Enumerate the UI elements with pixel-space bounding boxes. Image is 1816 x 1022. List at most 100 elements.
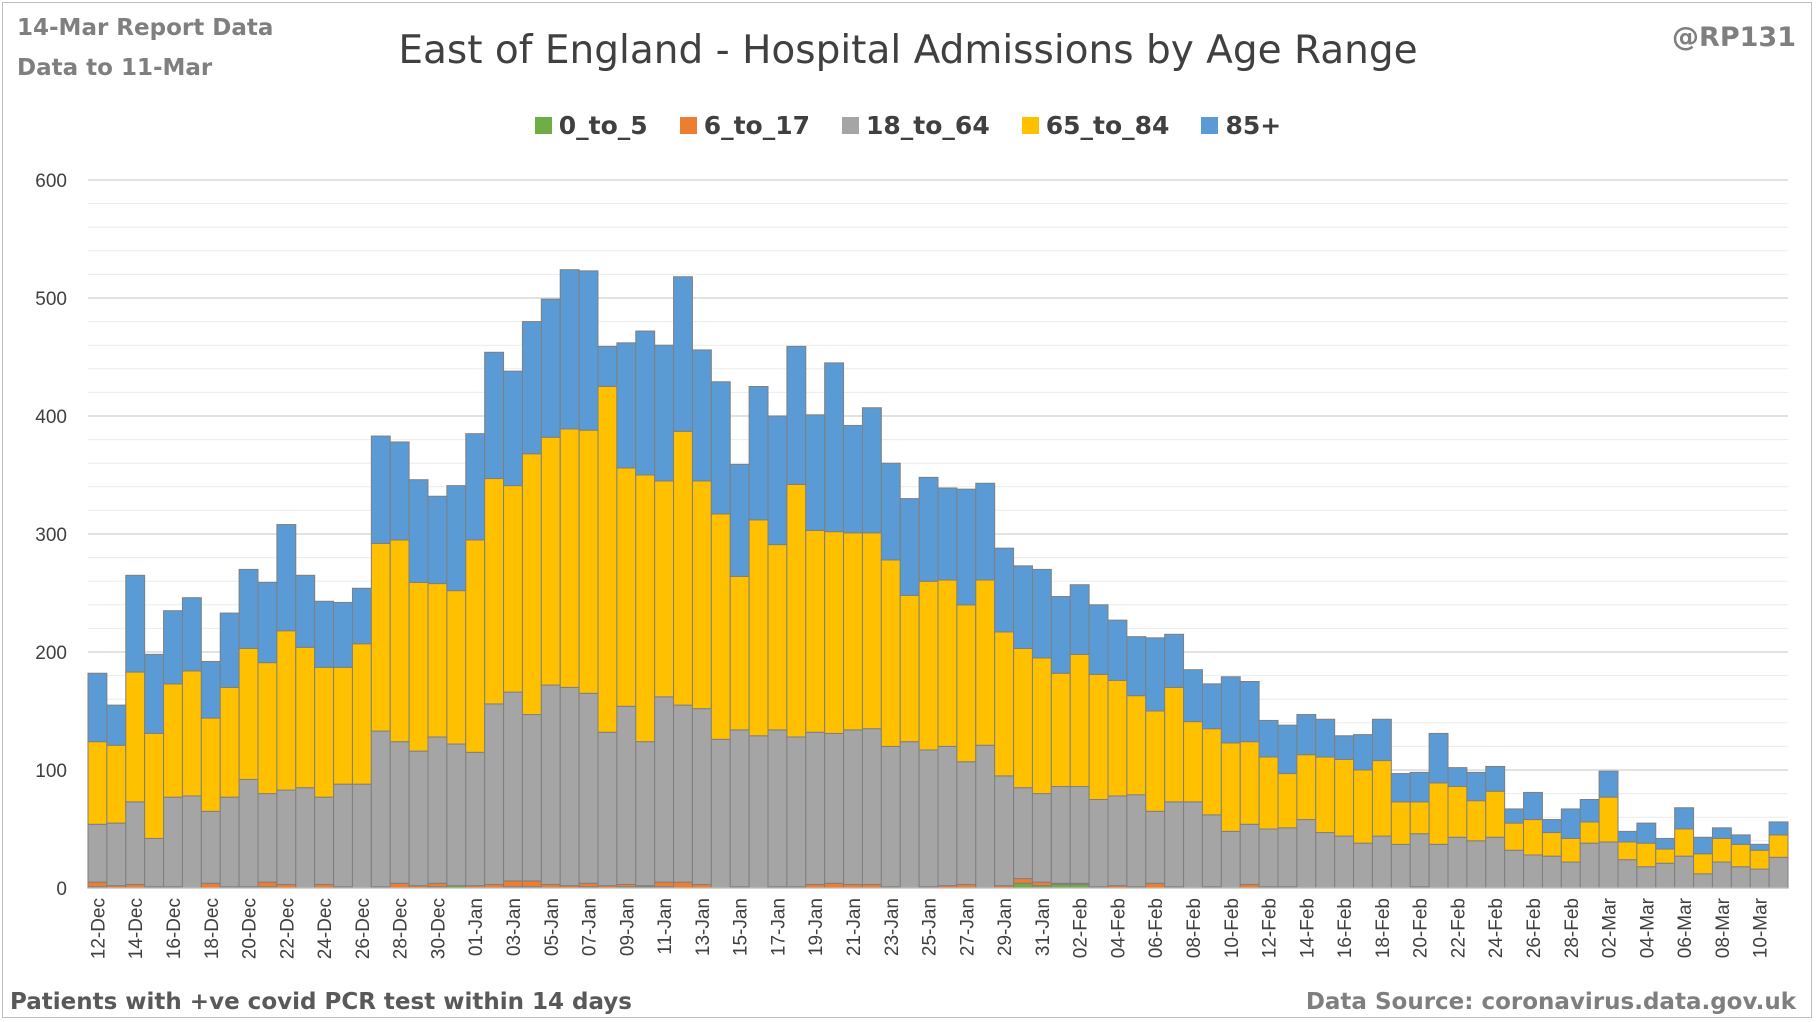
x-tick-label: 25-Jan xyxy=(920,898,941,956)
bar-segment-6_to_17 xyxy=(673,881,693,889)
bar-segment-18_to_64 xyxy=(1069,786,1090,884)
bar-segment-85+ xyxy=(1523,791,1543,821)
author-handle: @RP131 xyxy=(1672,22,1796,53)
x-tick-label: 28-Dec xyxy=(391,898,412,959)
bar-segment-65_to_84 xyxy=(1069,653,1090,788)
bar-segment-65_to_84 xyxy=(1711,837,1732,863)
bar-segment-18_to_64 xyxy=(1674,855,1695,889)
bar-segment-65_to_84 xyxy=(748,519,769,737)
bar-segment-85+ xyxy=(1541,819,1562,834)
bar-segment-85+ xyxy=(843,424,863,534)
bar-segment-65_to_84 xyxy=(106,744,127,824)
bar-segment-85+ xyxy=(200,660,221,719)
bar-segment-65_to_84 xyxy=(654,480,675,698)
bar-segment-18_to_64 xyxy=(1428,843,1449,889)
bar-segment-85+ xyxy=(1579,799,1600,823)
bar-segment-18_to_64 xyxy=(1730,866,1751,889)
y-tick-label: 500 xyxy=(35,289,67,310)
x-tick-label: 09-Jan xyxy=(617,898,638,956)
bar-segment-18_to_64 xyxy=(200,810,221,884)
bar-segment-85+ xyxy=(1126,636,1147,697)
bar-segment-65_to_84 xyxy=(521,453,542,716)
x-tick-label: 22-Dec xyxy=(277,898,298,959)
legend-item-18_to_64: 18_to_64 xyxy=(842,111,990,140)
bar-segment-18_to_64 xyxy=(616,705,637,885)
bar-segment-65_to_84 xyxy=(219,686,240,798)
bar-segment-85+ xyxy=(1447,767,1468,788)
bar-segment-85+ xyxy=(1711,827,1732,839)
bar-segment-18_to_64 xyxy=(1296,819,1317,889)
bar-segment-65_to_84 xyxy=(1636,842,1657,868)
bar-segment-85+ xyxy=(673,276,693,432)
bar-segment-65_to_84 xyxy=(144,732,165,839)
bar-segment-18_to_64 xyxy=(181,795,202,889)
bar-segment-18_to_64 xyxy=(1466,840,1487,889)
bar-segment-65_to_84 xyxy=(1674,828,1695,857)
bar-segment-85+ xyxy=(748,386,769,521)
bar-segment-65_to_84 xyxy=(1409,801,1430,835)
bar-segment-18_to_64 xyxy=(994,775,1015,887)
bar-segment-18_to_64 xyxy=(1239,823,1260,885)
bar-segment-18_to_64 xyxy=(1334,835,1355,889)
x-tick-label: 27-Jan xyxy=(957,898,978,956)
bar-segment-85+ xyxy=(1655,837,1676,850)
bar-segment-85+ xyxy=(1598,770,1619,798)
bar-segment-85+ xyxy=(1258,719,1279,758)
bar-segment-65_to_84 xyxy=(805,529,826,733)
x-tick-label: 01-Jan xyxy=(466,898,487,956)
bar-segment-18_to_64 xyxy=(389,741,410,884)
y-tick-label: 100 xyxy=(35,761,67,782)
y-tick-label: 0 xyxy=(56,879,67,900)
bar-segment-18_to_64 xyxy=(484,703,505,885)
bar-segment-85+ xyxy=(654,344,675,482)
bar-segment-18_to_64 xyxy=(1258,828,1279,888)
bar-segment-6_to_17 xyxy=(1145,882,1166,889)
bar-segment-18_to_64 xyxy=(333,783,353,888)
bar-segment-18_to_64 xyxy=(1636,866,1657,889)
x-tick-label: 20-Feb xyxy=(1411,898,1432,958)
bar-segment-65_to_84 xyxy=(1617,841,1638,861)
legend-label: 85+ xyxy=(1225,111,1282,140)
bar-segment-0_to_5 xyxy=(1013,882,1033,889)
chart-title: East of England - Hospital Admissions by… xyxy=(398,28,1418,73)
bar-segment-18_to_64 xyxy=(351,783,372,889)
bar-segment-18_to_64 xyxy=(125,801,146,885)
bar-segment-85+ xyxy=(710,381,731,515)
bar-segment-85+ xyxy=(1409,771,1430,803)
x-tick-label: 04-Mar xyxy=(1637,897,1658,958)
bar-segment-85+ xyxy=(351,587,372,645)
bar-segment-85+ xyxy=(163,610,183,685)
legend-item-6_to_17: 6_to_17 xyxy=(679,111,810,140)
bar-segment-85+ xyxy=(521,321,542,455)
bar-segment-65_to_84 xyxy=(465,539,486,753)
bar-segment-85+ xyxy=(1013,565,1033,649)
legend-label: 65_to_84 xyxy=(1045,111,1170,140)
bar-segment-65_to_84 xyxy=(389,539,410,743)
bar-segment-65_to_84 xyxy=(559,428,580,688)
bar-segment-18_to_64 xyxy=(1598,841,1619,889)
bar-segment-65_to_84 xyxy=(1693,853,1713,875)
bar-segment-18_to_64 xyxy=(729,729,750,888)
bar-segment-65_to_84 xyxy=(1183,721,1203,803)
x-tick-label: 31-Jan xyxy=(1033,898,1054,956)
bar-segment-18_to_64 xyxy=(1050,786,1071,884)
x-tick-label: 15-Jan xyxy=(731,898,752,956)
y-tick-label: 400 xyxy=(35,407,67,428)
bar-segment-18_to_64 xyxy=(238,778,259,888)
bar-segment-18_to_64 xyxy=(1031,793,1052,883)
bar-segment-65_to_84 xyxy=(1296,754,1317,821)
bar-segment-6_to_17 xyxy=(200,882,221,889)
x-tick-label: 18-Dec xyxy=(202,898,223,959)
bar-segment-85+ xyxy=(616,342,637,469)
bar-segment-65_to_84 xyxy=(786,483,807,738)
bar-segment-65_to_84 xyxy=(503,485,523,693)
bar-segment-18_to_64 xyxy=(710,738,731,889)
bar-segment-65_to_84 xyxy=(880,559,901,747)
bar-segment-18_to_64 xyxy=(1560,861,1581,889)
bar-segment-65_to_84 xyxy=(843,532,863,731)
bar-segment-85+ xyxy=(880,462,901,561)
bar-segment-85+ xyxy=(1504,808,1525,824)
bar-segment-85+ xyxy=(484,351,505,480)
bar-segment-18_to_64 xyxy=(956,761,977,885)
bar-segment-65_to_84 xyxy=(1749,849,1770,870)
